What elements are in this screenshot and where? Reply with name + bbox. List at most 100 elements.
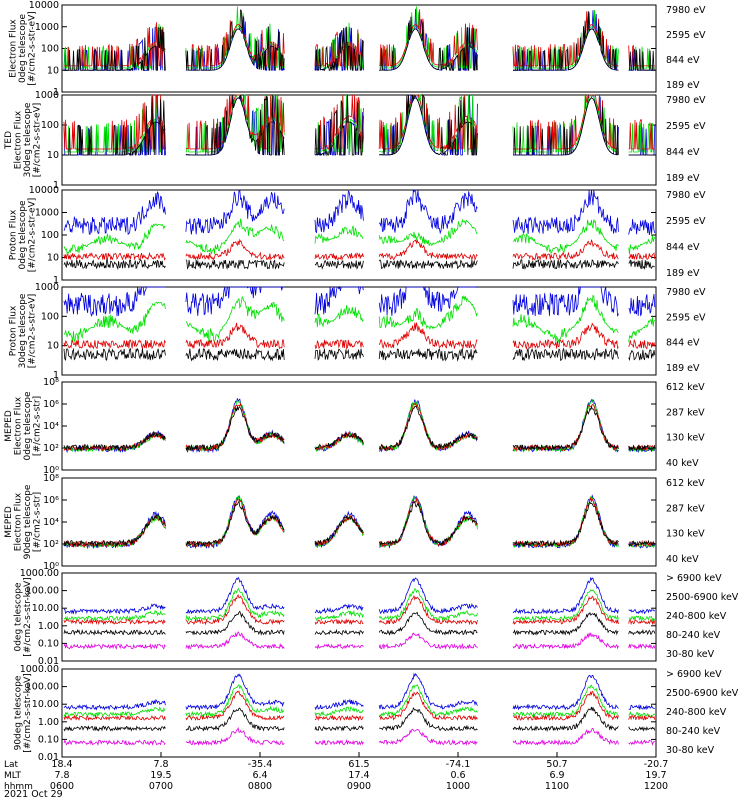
series-7-4 <box>63 587 656 622</box>
legend-entry: 2595 eV <box>666 312 706 323</box>
legend-entry: 7980 eV <box>666 190 706 201</box>
legend-entry: 189 eV <box>666 268 700 279</box>
legend-entry: 2500-6900 keV <box>666 688 739 699</box>
x-tick-label: 0700 <box>149 781 173 792</box>
y-axis-label-line: 90deg telescope <box>13 675 23 750</box>
legend-entry: 2595 eV <box>666 121 706 132</box>
legend-entry: 189 eV <box>666 173 700 184</box>
series-6-3 <box>63 495 656 549</box>
y-axis-label-line: Proton Flux <box>9 305 19 356</box>
y-tick-label: 1000.00 <box>20 664 59 675</box>
y-axis-label-line: [#/cm2-s-str-eV] <box>28 294 38 369</box>
y-tick-label: 10 <box>47 253 59 264</box>
y-tick-label: 1 <box>53 180 59 191</box>
legend-entry: 30-80 keV <box>666 745 715 756</box>
series-5-4 <box>63 398 656 454</box>
y-axis-label-line: [#/cm2-s-str-eV] <box>28 11 38 86</box>
legend-entry: 2595 eV <box>666 216 706 227</box>
x-tick-label: 50.7 <box>546 759 567 770</box>
y-axis-label-line: Electron Flux <box>9 19 19 78</box>
panel-4: 1000 100 10 1 Proton Flux 30deg telescope [#/c… <box>9 282 707 381</box>
legend-entry: 40 keV <box>666 458 699 469</box>
series-7-3 <box>63 594 656 626</box>
date-label: 2021 Oct 29 <box>4 789 63 800</box>
legend-entry: 2500-6900 keV <box>666 592 739 603</box>
y-axis-label-line: [#/cm2-s-str-keV] <box>23 577 33 656</box>
legend-entry: 240-800 keV <box>666 611 727 622</box>
y-axis-label-line: 30deg telescope <box>18 293 28 368</box>
y-tick-label: 1 <box>53 87 59 98</box>
y-tick-label: 1 <box>53 275 59 286</box>
panel-frame <box>61 572 657 662</box>
x-tick-label: 18.4 <box>51 759 72 770</box>
panel-2: 1000 100 10 1 TED Electron Flux 30deg telescop… <box>4 90 706 191</box>
y-axis-label-line: 30deg telescope <box>23 102 33 177</box>
y-tick-label: 0.01 <box>38 656 59 667</box>
y-tick-label: 100.00 <box>26 586 59 597</box>
series-4-3 <box>63 294 655 344</box>
panel-3: 10000 1000 100 10 1 Proton Flux 0deg telescope… <box>9 185 707 286</box>
series-6-1 <box>63 500 656 548</box>
series-1-2 <box>64 9 655 68</box>
legend-entry: 130 keV <box>666 529 705 540</box>
legend-entry: 287 keV <box>666 407 705 418</box>
legend-entry: 30-80 keV <box>666 649 715 660</box>
x-tick-label: 19.7 <box>645 770 666 781</box>
y-tick-label: 10.00 <box>32 699 59 710</box>
series-3-4 <box>63 189 656 235</box>
y-tick-label: 0.10 <box>38 638 59 649</box>
y-axis-label-line: Electron Flux <box>13 110 23 169</box>
legend-entry: 844 eV <box>666 147 700 158</box>
y-axis-label-line: 90deg telescope <box>23 484 33 559</box>
y-axis-label-line: [#/cm2-s-str-eV] <box>28 198 38 273</box>
y-tick-label: 1000 <box>35 208 59 219</box>
y-tick-label: 1 <box>53 370 59 381</box>
x-row-label: MLT <box>4 771 22 781</box>
y-axis-label: 90deg telescope [#/cm2-s-str-keV] <box>13 673 33 752</box>
series-6-4 <box>63 494 656 550</box>
series-1-1 <box>64 9 655 72</box>
series-5-1 <box>63 405 656 452</box>
series-7-5 <box>63 576 655 615</box>
series-7-1 <box>63 631 656 650</box>
x-tick-label: 0900 <box>347 781 371 792</box>
x-tick-label: 61.5 <box>348 759 369 770</box>
legend-entry: 130 keV <box>666 433 705 444</box>
y-tick-label: 1000.00 <box>20 568 59 579</box>
legend-entry: 7980 eV <box>666 5 706 16</box>
y-tick-label: 1000 <box>35 90 59 101</box>
y-tick-label: 10.00 <box>32 603 59 614</box>
x-tick-label: -20.7 <box>644 759 669 770</box>
x-row-label: Lat <box>4 760 19 770</box>
x-tick-label: 6.9 <box>549 770 564 781</box>
y-tick-label: 1000 <box>35 22 59 33</box>
y-axis-label-line: MEPED <box>4 506 14 538</box>
legend-entry: 844 eV <box>666 338 700 349</box>
y-axis-label-line: TED <box>4 131 14 150</box>
x-tick-label: 7.8 <box>54 770 69 781</box>
legend-entry: 612 keV <box>666 478 705 489</box>
panel-7: 1000.00 100.00 10.00 1.00 0.10 0.01 0deg teles… <box>13 568 739 667</box>
x-tick-label: 1200 <box>644 781 668 792</box>
legend-entry: > 6900 keV <box>666 669 722 680</box>
y-tick-label: 10⁴ <box>43 421 59 432</box>
y-axis-label: TED Electron Flux 30deg telescope [#/cm2-s-… <box>4 102 43 177</box>
x-tick-label: 0600 <box>50 781 74 792</box>
x-tick-label: 19.5 <box>150 770 171 781</box>
y-tick-label: 10000 <box>29 185 59 196</box>
legend-entry: 189 eV <box>666 80 700 91</box>
legend-entry: 844 eV <box>666 55 700 66</box>
y-tick-label: 10⁴ <box>43 517 59 528</box>
series-4-2 <box>63 322 656 351</box>
panel-8: 1000.00 100.00 10.00 1.00 0.10 0.01 90deg tele… <box>13 664 739 763</box>
y-tick-label: 100 <box>41 230 59 241</box>
legend-entry: 40 keV <box>666 554 699 565</box>
x-tick-label: -35.4 <box>248 759 273 770</box>
y-tick-label: 10 <box>47 65 59 76</box>
legend-entry: > 6900 keV <box>666 573 722 584</box>
x-tick-label: -74.1 <box>446 759 471 770</box>
